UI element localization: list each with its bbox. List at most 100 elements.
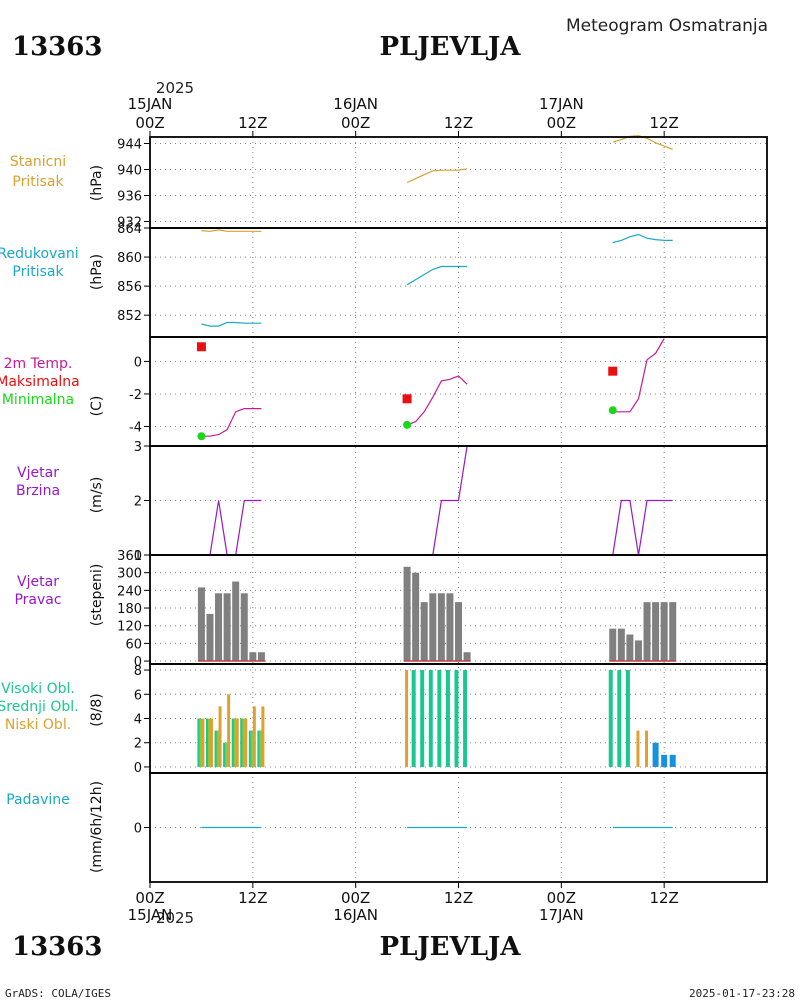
panel-label: Visoki Obl. xyxy=(1,681,75,697)
panel-label: Pravac xyxy=(14,592,61,608)
panel-label: 2m Temp. xyxy=(4,356,73,372)
y-axis-label: (hPa) xyxy=(89,254,105,290)
y-tick-label: 6 xyxy=(134,688,142,703)
station-id-bottom: 13363 xyxy=(12,932,102,962)
y-tick-label: 936 xyxy=(117,190,142,205)
low-cloud-bar xyxy=(405,670,409,767)
top-day-label: 15JAN xyxy=(128,95,173,113)
y-tick-label: 120 xyxy=(117,620,142,635)
y-tick-label: 0 xyxy=(134,761,142,776)
mid-cloud-bar xyxy=(259,730,262,767)
wind-direction-bar xyxy=(223,593,231,662)
y-tick-label: 360 xyxy=(117,549,142,564)
top-hour-label: 00Z xyxy=(341,114,370,132)
low-cloud-bar xyxy=(227,694,231,767)
y-tick-label: 860 xyxy=(117,251,142,266)
y-axis-label: (mm/6h/12h) xyxy=(89,781,105,873)
panel-2: 852 856 860 864 Redukovani Pritisak (hPa) xyxy=(0,222,768,338)
high-cloud-bar xyxy=(625,670,630,767)
panel-label: Vjetar xyxy=(17,465,59,481)
bottom-day-label: 16JAN xyxy=(333,906,378,924)
bottom-hour-label: 12Z xyxy=(238,889,267,907)
cloud-bar-extra xyxy=(652,742,659,767)
high-cloud-bar xyxy=(437,670,442,767)
series-line xyxy=(612,233,673,244)
bottom-hour-label: 00Z xyxy=(547,889,576,907)
mid-cloud-bar xyxy=(233,718,236,767)
chart-title: Meteogram Osmatranja xyxy=(566,16,768,36)
mid-cloud-bar xyxy=(216,730,219,767)
station-id-top: 13363 xyxy=(12,32,102,62)
low-cloud-bar xyxy=(209,718,213,767)
panel-6: 0 2 4 6 8 Visoki Obl. Srednji Obl. Niski Obl. (8… xyxy=(0,663,768,776)
mid-cloud-bar xyxy=(199,718,202,767)
series-line xyxy=(612,499,673,556)
y-tick-label: 0 xyxy=(134,355,142,370)
low-cloud-bar xyxy=(235,718,239,767)
wind-direction-bar xyxy=(403,566,411,662)
high-cloud-bar xyxy=(617,670,622,767)
panel-label: Pritisak xyxy=(12,264,64,280)
y-tick-label: 300 xyxy=(117,567,142,582)
wind-direction-bar xyxy=(197,587,205,662)
station-name-bottom: PLJEVLJA xyxy=(380,932,522,962)
panel-4: 1 2 3 Vjetar Brzina (m/s) xyxy=(16,440,768,564)
panel-label: Brzina xyxy=(16,483,60,499)
panel-7: 0 Padavine (mm/6h/12h) xyxy=(6,772,768,883)
min-temp-marker xyxy=(403,420,412,429)
top-day-label: 17JAN xyxy=(539,95,584,113)
y-tick-label: 856 xyxy=(117,280,142,295)
wind-direction-bar xyxy=(215,593,223,662)
wind-direction-bar xyxy=(412,572,420,662)
high-cloud-bar xyxy=(445,670,450,767)
y-tick-label: 3 xyxy=(134,440,142,455)
high-cloud-bar xyxy=(608,670,613,767)
grid-layer xyxy=(252,137,665,882)
high-cloud-bar xyxy=(420,670,425,767)
footer-credit: GrADS: COLA/IGES xyxy=(5,987,111,1000)
series-line xyxy=(201,229,262,232)
wind-direction-bar xyxy=(257,652,265,662)
max-temp-marker xyxy=(402,394,412,404)
low-cloud-bar xyxy=(645,730,649,767)
panel-3: 0 -2 -4 2m Temp. Maksimalna Minimalna (C) xyxy=(0,336,768,447)
y-tick-label: -4 xyxy=(129,420,142,435)
panel-label: Niski Obl. xyxy=(5,717,71,733)
wind-direction-bar xyxy=(420,602,428,662)
wind-direction-bar xyxy=(446,593,454,662)
low-cloud-bar xyxy=(636,730,640,767)
series-line xyxy=(201,408,262,437)
bottom-day-label: 17JAN xyxy=(539,906,584,924)
y-axis-label: (m/s) xyxy=(89,477,105,514)
wind-direction-bar xyxy=(455,602,462,662)
series-line xyxy=(406,265,468,286)
cloud-bar-extra xyxy=(669,754,676,767)
top-day-label: 16JAN xyxy=(333,95,378,113)
panel-frame xyxy=(149,336,768,447)
wind-direction-bar xyxy=(652,602,660,662)
y-axis-label: (hPa) xyxy=(89,165,105,201)
wind-direction-bar xyxy=(669,602,677,662)
y-tick-label: 1 xyxy=(134,549,142,564)
panel-label: Vjetar xyxy=(17,574,59,590)
bottom-hour-label: 12Z xyxy=(649,889,678,907)
cloud-bar-extra xyxy=(661,754,668,767)
high-cloud-bar xyxy=(428,670,433,767)
series-line xyxy=(406,375,468,426)
wind-direction-bar xyxy=(249,652,257,662)
low-cloud-bar xyxy=(261,706,265,767)
wind-direction-bar xyxy=(643,602,651,662)
panel-label: Srednji Obl. xyxy=(0,699,79,715)
panel-label: Minimalna xyxy=(2,392,74,408)
min-temp-marker xyxy=(197,432,206,441)
mid-cloud-bar xyxy=(242,718,245,767)
wind-direction-bar xyxy=(206,613,214,662)
low-cloud-bar xyxy=(218,706,222,767)
y-tick-label: 864 xyxy=(117,222,142,237)
y-tick-label: 0 xyxy=(134,655,142,670)
wind-direction-bar xyxy=(429,593,437,662)
panel-label: Stanicni xyxy=(10,154,66,170)
